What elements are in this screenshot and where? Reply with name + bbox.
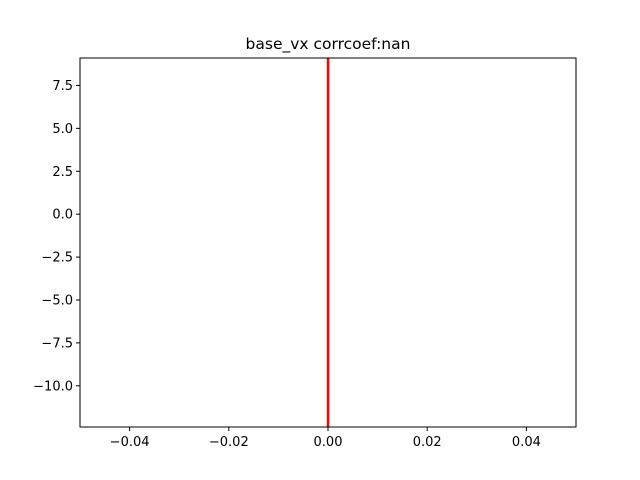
y-tick-label: 0.0: [52, 208, 73, 223]
x-tick-label: 0.02: [413, 435, 442, 450]
y-tick-label: −5.0: [41, 293, 73, 308]
chart-title: base_vx corrcoef:nan: [246, 35, 411, 54]
x-tick-label: 0.00: [314, 435, 343, 450]
x-axis: −0.04 −0.02 0.00 0.02 0.04: [110, 427, 541, 450]
y-tick-label: −7.5: [41, 336, 73, 351]
y-tick-label: 7.5: [52, 79, 73, 94]
y-tick-label: −10.0: [33, 379, 73, 394]
y-axis: 7.5 5.0 2.5 0.0 −2.5 −5.0 −7.5 −10.0: [33, 79, 80, 394]
y-tick-label: 2.5: [52, 165, 73, 180]
y-tick-label: −2.5: [41, 251, 73, 266]
x-tick-label: −0.02: [209, 435, 249, 450]
x-tick-label: 0.04: [512, 435, 541, 450]
x-tick-label: −0.04: [110, 435, 150, 450]
y-tick-label: 5.0: [52, 122, 73, 137]
